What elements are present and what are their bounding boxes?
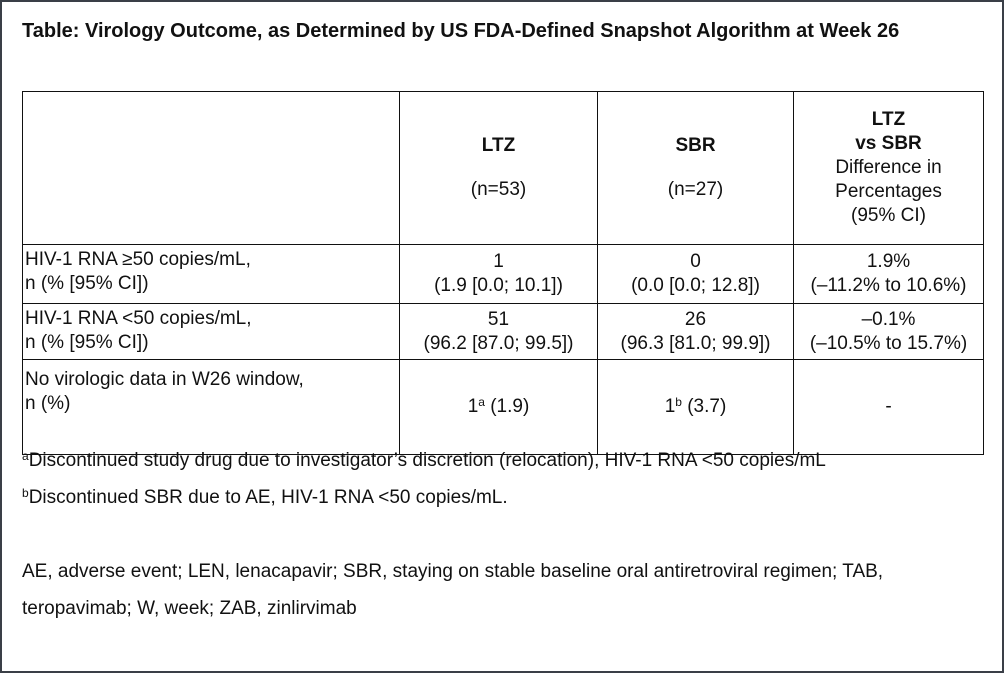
cell: 1.9% (–11.2% to 10.6%): [793, 244, 984, 304]
row-label: HIV-1 RNA ≥50 copies/mL, n (% [95% CI]): [22, 244, 400, 304]
header-cell: SBR (n=27): [597, 91, 794, 245]
cell-line: 51: [487, 308, 510, 330]
cell-value: -: [885, 396, 892, 417]
row: HIV-1 RNA <50 copies/mL, n (% [95% CI]) 5…: [22, 303, 984, 360]
footnote-text: Discontinued SBR due to AE, HIV-1 RNA <5…: [28, 487, 508, 508]
cell: 51 (96.2 [87.0; 99.5]): [399, 303, 598, 360]
header-bold: LTZ: [481, 135, 516, 156]
label-line: n (%): [25, 393, 71, 414]
notes: aDiscontinued study drug due to investig…: [22, 442, 902, 627]
footnote-ref: a: [478, 395, 485, 409]
footnote-ref: b: [675, 395, 682, 409]
label-line: No virologic data in W26 window,: [25, 369, 304, 390]
cell-value: 1: [664, 396, 676, 417]
cell-line: 0: [690, 251, 701, 272]
abbreviations: AE, adverse event; LEN, lenacapavir; SBR…: [22, 561, 884, 619]
cell-percent: (3.7): [687, 396, 727, 417]
cell: 26 (96.3 [81.0; 99.9]): [597, 303, 794, 360]
cell-value: 1: [467, 396, 479, 417]
cell-line: 26: [684, 308, 707, 330]
label-line: HIV-1 RNA <50 copies/mL,: [25, 308, 252, 329]
outcome-table: LTZ (n=53) SBR (n=27) LTZ vs SBR Differe…: [22, 91, 984, 455]
footnote-mark: b: [22, 486, 29, 500]
cell: 1b (3.7): [597, 359, 794, 455]
cell: –0.1% (–10.5% to 15.7%): [793, 303, 984, 360]
cell-line: (1.9 [0.0; 10.1]): [434, 275, 563, 296]
header-bold: SBR: [675, 135, 716, 156]
label-line: HIV-1 RNA ≥50 copies/mL,: [25, 249, 251, 270]
cell: 0 (0.0 [0.0; 12.8]): [597, 244, 794, 304]
header-cell: LTZ (n=53): [399, 91, 598, 245]
cell-line: 1: [493, 251, 504, 272]
cell-line: (–10.5% to 15.7%): [809, 332, 968, 354]
header-text: (n=27): [667, 179, 724, 200]
footnote: bDiscontinued SBR due to AE, HIV-1 RNA <…: [22, 479, 902, 516]
cell-line: (96.3 [81.0; 99.9]): [620, 332, 771, 354]
cell-line: 1.9%: [866, 251, 911, 272]
row: No virologic data in W26 window, n (%) 1a…: [22, 359, 984, 455]
cell: -: [793, 359, 984, 455]
header-text: (95% CI): [851, 205, 926, 226]
header-text: Percentages: [835, 181, 942, 202]
header-bold: vs SBR: [855, 133, 922, 154]
cell-percent: (1.9): [490, 396, 530, 417]
cell-line: (96.2 [87.0; 99.5]): [423, 332, 574, 354]
cell-line: (–11.2% to 10.6%): [810, 275, 967, 296]
header-text: (n=53): [470, 179, 527, 200]
cell: 1a (1.9): [399, 359, 598, 455]
footnote-mark: a: [22, 449, 29, 463]
label-line: n (% [95% CI]): [25, 273, 149, 294]
header-text: Difference in: [835, 157, 942, 178]
row-label: No virologic data in W26 window, n (%): [22, 359, 400, 455]
cell: 1 (1.9 [0.0; 10.1]): [399, 244, 598, 304]
footnote: aDiscontinued study drug due to investig…: [22, 442, 902, 479]
footnote-text: Discontinued study drug due to investiga…: [28, 450, 826, 471]
row-label: HIV-1 RNA <50 copies/mL, n (% [95% CI]): [22, 303, 400, 360]
header-bold: LTZ: [871, 109, 906, 130]
label-line: n (% [95% CI]): [25, 332, 149, 353]
header-cell: [22, 91, 400, 245]
table-title: Table: Virology Outcome, as Determined b…: [22, 20, 900, 42]
cell-line: (0.0 [0.0; 12.8]): [631, 275, 760, 296]
row: HIV-1 RNA ≥50 copies/mL, n (% [95% CI]) 1…: [22, 244, 984, 304]
cell-line: –0.1%: [861, 308, 916, 330]
header-row: LTZ (n=53) SBR (n=27) LTZ vs SBR Differe…: [22, 91, 984, 245]
header-cell: LTZ vs SBR Difference in Percentages (95…: [793, 91, 984, 245]
